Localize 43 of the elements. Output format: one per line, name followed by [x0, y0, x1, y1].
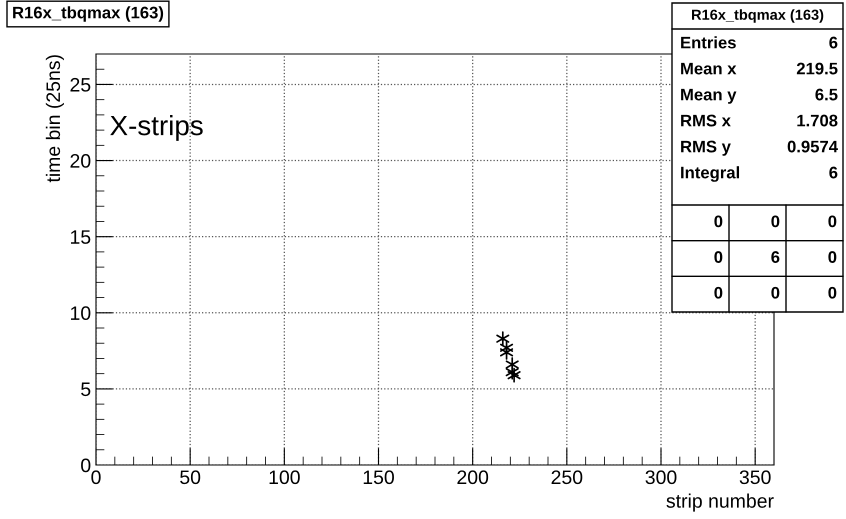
point — [500, 344, 514, 360]
x-tick-label: 250 — [552, 470, 582, 484]
annotation: 0 — [714, 216, 722, 228]
y-tick-label: 5 — [81, 382, 90, 396]
text: 6 — [829, 36, 838, 48]
text: R16x_tbqmax (163) — [692, 9, 824, 23]
annotation: 0 — [771, 216, 780, 228]
x-axis-title: strip number — [666, 494, 774, 512]
annotation: 0 — [714, 251, 722, 263]
y-tick-label: 25 — [70, 78, 90, 92]
x-tick-label: 50 — [180, 470, 200, 484]
y-axis-title: time bin (25ns) — [46, 55, 64, 182]
annotation: RMS x — [681, 114, 731, 126]
annotation: X-strips — [110, 115, 203, 141]
annotation: 0 — [771, 286, 780, 299]
annotation: Integral — [681, 166, 740, 182]
annotation: Mean x — [681, 62, 736, 74]
annotation: 6 — [771, 251, 780, 263]
text: 219.5 — [796, 62, 838, 74]
text: 0.9574 — [788, 140, 838, 152]
text: 0 — [828, 216, 836, 228]
annotation: Mean y — [681, 88, 736, 104]
x-tick-label: 100 — [270, 470, 300, 484]
x-tick-label: 0 — [91, 470, 101, 484]
text: 6 — [829, 166, 838, 178]
text: 0 — [828, 286, 836, 299]
text: 1.708 — [797, 114, 838, 126]
point — [508, 368, 521, 383]
text: Entries — [681, 36, 736, 48]
point — [496, 331, 510, 346]
x-tick-label: 200 — [457, 470, 488, 484]
annotation: RMS y — [681, 140, 731, 156]
text: 0 — [828, 251, 836, 263]
x-tick-label: 350 — [740, 470, 771, 484]
y-tick-label: 10 — [70, 306, 90, 320]
x-tick-label: 150 — [364, 470, 394, 484]
y-tick-label: 15 — [70, 230, 90, 244]
y-tick-label: 20 — [70, 154, 90, 168]
x-tick-label: 300 — [646, 470, 676, 484]
chart-title: R16x_tbqmax (163) — [13, 6, 164, 22]
annotation: 0 — [714, 286, 722, 299]
text: 6.5 — [815, 88, 838, 100]
y-tick-label: 0 — [81, 458, 90, 472]
